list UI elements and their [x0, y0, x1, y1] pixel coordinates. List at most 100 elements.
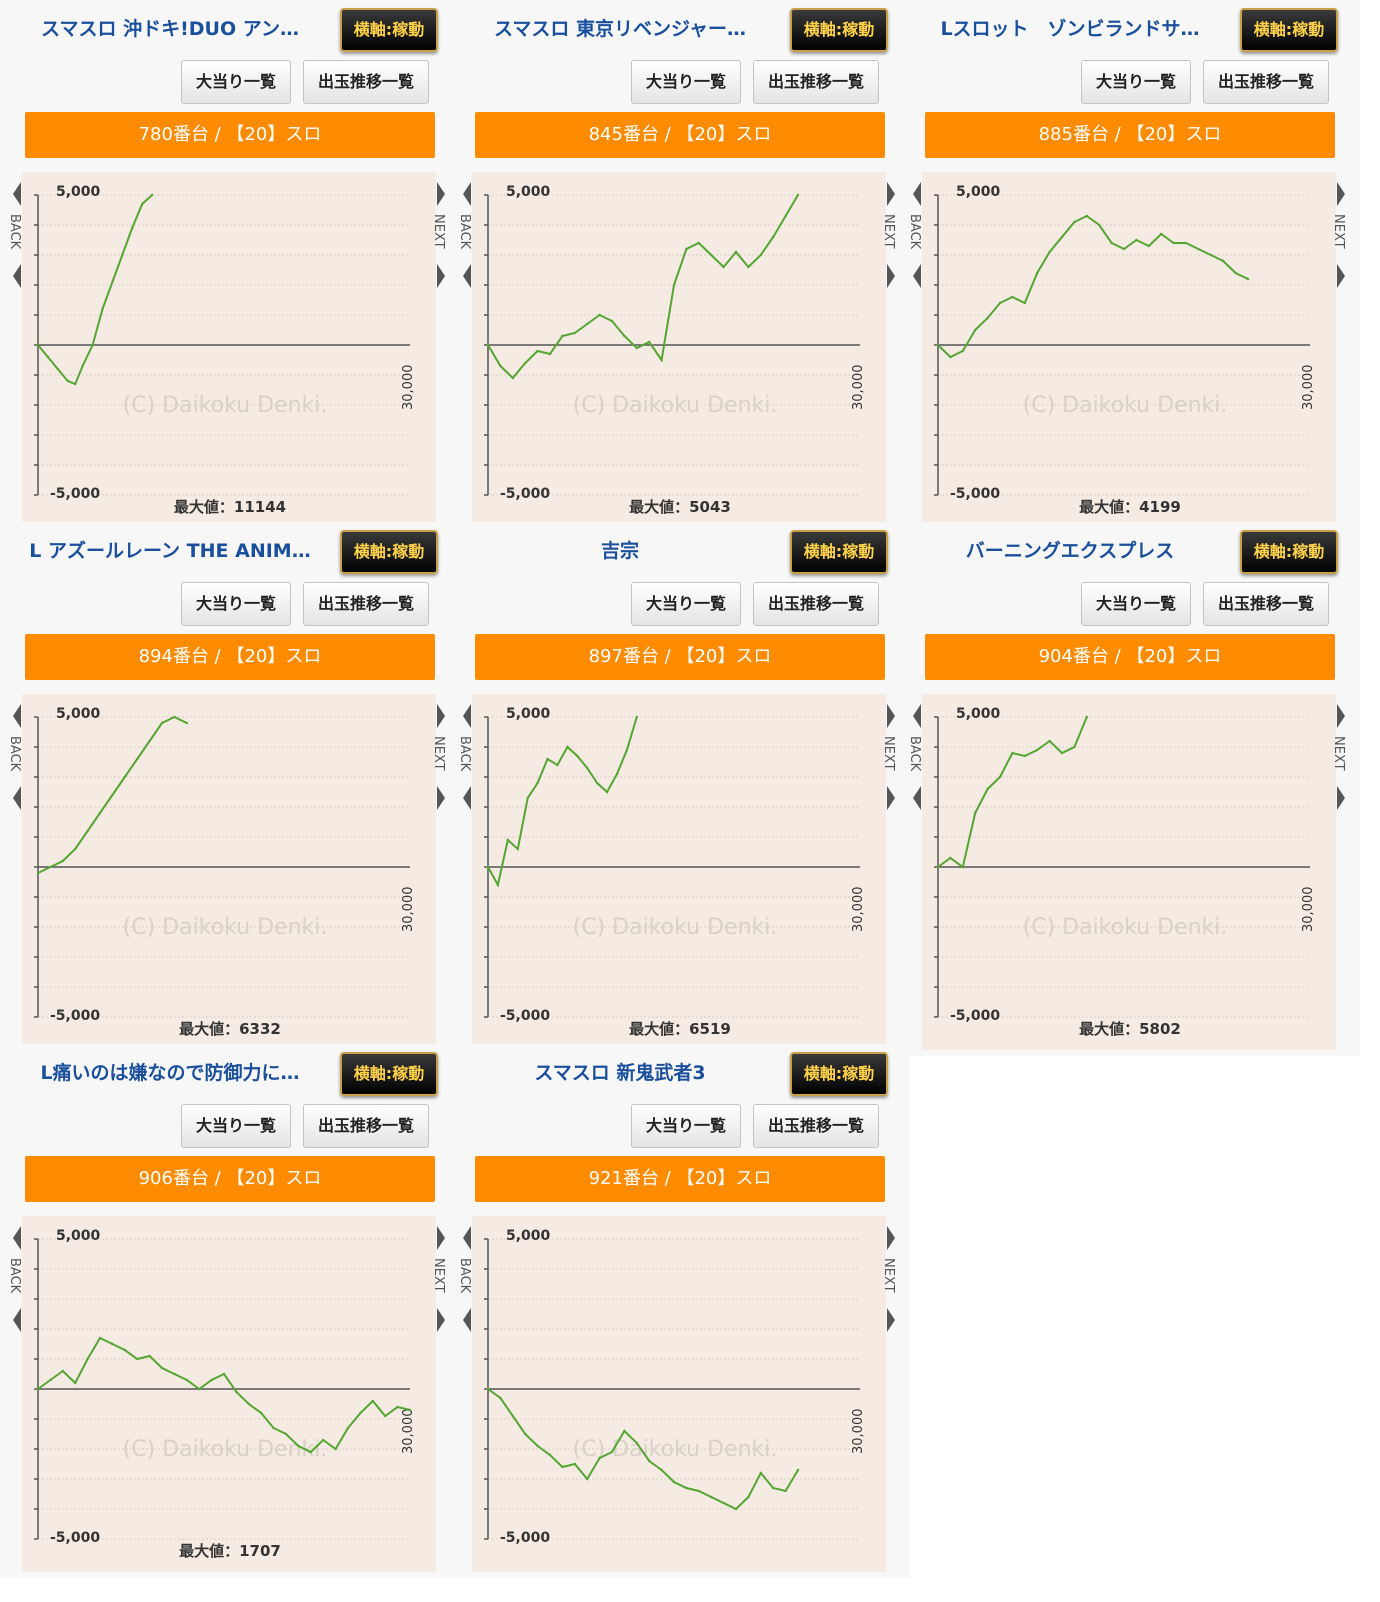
next-nav-button[interactable]: NEXT	[431, 1226, 446, 1332]
data-point	[598, 1456, 601, 1460]
hits-list-button[interactable]: 大当り一覧	[1081, 60, 1191, 104]
data-point	[36, 343, 40, 347]
machine-title[interactable]: L痛いのは嫌なので防御力に…	[40, 1062, 300, 1084]
machine-title[interactable]: スマスロ 東京リベンジャー…	[493, 18, 747, 40]
axis-toggle-button[interactable]: 横軸:稼動	[1240, 8, 1338, 52]
hits-list-button[interactable]: 大当り一覧	[631, 582, 741, 626]
data-point	[974, 328, 977, 332]
data-point	[247, 1402, 250, 1406]
data-point	[1184, 241, 1188, 245]
next-arrow-top-icon	[437, 1226, 445, 1250]
machine-number-bar[interactable]: 897番台 / 【20】スロ	[475, 634, 885, 680]
machine-number-bar[interactable]: 921番台 / 【20】スロ	[475, 1156, 885, 1202]
graph-background	[472, 1216, 886, 1572]
transition-list-button[interactable]: 出玉推移一覧	[303, 60, 429, 104]
data-point	[49, 1378, 52, 1382]
next-nav-button[interactable]: NEXT	[1331, 704, 1346, 810]
machine-card: スマスロ 東京リベンジャー… 横軸:稼動 大当り一覧 出玉推移一覧 845番台 …	[450, 0, 910, 534]
machine-card: 吉宗 横軸:稼動 大当り一覧 出玉推移一覧 897番台 / 【20】スロ 5,0…	[450, 522, 910, 1056]
graph-background	[472, 694, 886, 1050]
transition-list-button[interactable]: 出玉推移一覧	[303, 1104, 429, 1148]
max-value-label: 最大値：6332	[179, 1020, 281, 1038]
data-point	[747, 265, 750, 269]
data-point	[556, 763, 559, 767]
back-nav-button[interactable]: BACK	[7, 1226, 22, 1332]
hits-list-button[interactable]: 大当り一覧	[181, 582, 291, 626]
data-point	[1036, 271, 1039, 275]
back-nav-button[interactable]: BACK	[907, 182, 922, 288]
y-max-label: 5,000	[56, 706, 101, 722]
machine-title[interactable]: L アズールレーン THE ANIM…	[29, 540, 311, 562]
hits-list-button[interactable]: 大当り一覧	[1081, 582, 1191, 626]
x-max-label: 30,000	[851, 887, 866, 933]
data-point	[160, 721, 164, 725]
data-point	[936, 865, 940, 869]
machine-card: L アズールレーン THE ANIM… 横軸:稼動 大当り一覧 出玉推移一覧 8…	[0, 522, 460, 1056]
data-point	[136, 1357, 139, 1361]
data-point	[1234, 271, 1237, 275]
transition-list-button[interactable]: 出玉推移一覧	[753, 582, 879, 626]
transition-list-button[interactable]: 出玉推移一覧	[303, 582, 429, 626]
axis-toggle-button[interactable]: 横軸:稼動	[340, 8, 438, 52]
back-nav-button[interactable]: BACK	[7, 182, 22, 288]
payout-graph: 5,000 -5,000 30,000 (C) Daikoku Denki. 最…	[457, 172, 896, 528]
data-point	[648, 1459, 651, 1463]
machine-title[interactable]: Lスロット ゾンビランドサ…	[940, 18, 1200, 40]
machine-number-bar[interactable]: 906番台 / 【20】スロ	[25, 1156, 435, 1202]
back-label: BACK	[7, 214, 22, 250]
machine-number-bar[interactable]: 894番台 / 【20】スロ	[25, 634, 435, 680]
machine-number-bar[interactable]: 780番台 / 【20】スロ	[25, 112, 435, 158]
y-max-label: 5,000	[506, 184, 551, 200]
axis-toggle-button[interactable]: 横軸:稼動	[340, 1052, 438, 1096]
back-nav-button[interactable]: BACK	[457, 1226, 472, 1332]
axis-toggle-button[interactable]: 横軸:稼動	[790, 8, 888, 52]
back-label: BACK	[907, 214, 922, 250]
next-nav-button[interactable]: NEXT	[431, 182, 446, 288]
watermark: (C) Daikoku Denki.	[123, 1437, 328, 1462]
back-nav-button[interactable]: BACK	[907, 704, 922, 810]
data-point	[1036, 748, 1039, 752]
next-nav-button[interactable]: NEXT	[881, 182, 896, 288]
payout-graph: 5,000 -5,000 30,000 (C) Daikoku Denki. 最…	[7, 694, 446, 1050]
transition-list-button[interactable]: 出玉推移一覧	[1203, 60, 1329, 104]
back-nav-button[interactable]: BACK	[457, 182, 472, 288]
hits-list-button[interactable]: 大当り一覧	[181, 1104, 291, 1148]
data-point	[499, 1396, 502, 1400]
machine-title[interactable]: バーニングエクスプレス	[965, 540, 1175, 562]
x-max-label: 30,000	[1301, 887, 1316, 933]
axis-toggle-button[interactable]: 横軸:稼動	[340, 530, 438, 574]
hits-list-button[interactable]: 大当り一覧	[181, 60, 291, 104]
axis-toggle-button[interactable]: 横軸:稼動	[790, 1052, 888, 1096]
data-point	[772, 1486, 775, 1490]
data-point	[74, 847, 77, 851]
data-point	[548, 352, 552, 356]
hits-list-button[interactable]: 大当り一覧	[631, 1104, 741, 1148]
transition-list-button[interactable]: 出玉推移一覧	[753, 60, 879, 104]
machine-number-bar[interactable]: 885番台 / 【20】スロ	[925, 112, 1335, 158]
next-nav-button[interactable]: NEXT	[881, 1226, 896, 1332]
axis-toggle-button[interactable]: 横軸:稼動	[1240, 530, 1338, 574]
graph-background	[22, 172, 436, 528]
machine-number-bar[interactable]: 904番台 / 【20】スロ	[925, 634, 1335, 680]
machine-number-bar[interactable]: 845番台 / 【20】スロ	[475, 112, 885, 158]
data-point	[272, 1426, 275, 1430]
machine-title[interactable]: 吉宗	[600, 540, 639, 562]
back-nav-button[interactable]: BACK	[457, 704, 472, 810]
graph-background	[922, 694, 1336, 1050]
data-point	[511, 376, 514, 380]
next-nav-button[interactable]: NEXT	[431, 704, 446, 810]
machine-title[interactable]: スマスロ 沖ドキ!DUO アン…	[41, 18, 299, 40]
transition-list-button[interactable]: 出玉推移一覧	[1203, 582, 1329, 626]
back-nav-button[interactable]: BACK	[7, 704, 22, 810]
data-point	[74, 1381, 77, 1385]
machine-title[interactable]: スマスロ 新鬼武者3	[534, 1062, 706, 1084]
axis-toggle-button[interactable]: 横軸:稼動	[790, 530, 888, 574]
hits-list-button[interactable]: 大当り一覧	[631, 60, 741, 104]
data-point	[1073, 745, 1076, 749]
transition-list-button[interactable]: 出玉推移一覧	[753, 1104, 879, 1148]
next-nav-button[interactable]: NEXT	[881, 704, 896, 810]
back-arrow-top-icon	[463, 1226, 471, 1250]
back-label: BACK	[457, 214, 472, 250]
next-nav-button[interactable]: NEXT	[1331, 182, 1346, 288]
graph-background	[472, 172, 886, 528]
